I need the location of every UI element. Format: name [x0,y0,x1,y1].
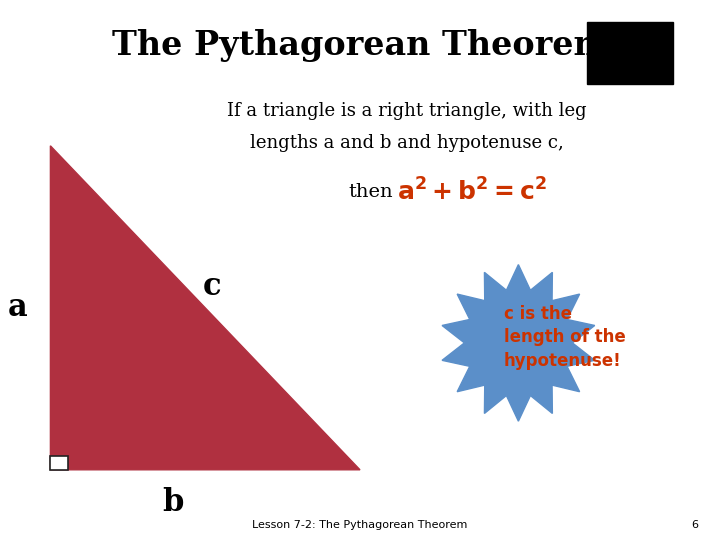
Text: a: a [8,292,28,323]
Text: c: c [203,271,222,302]
Polygon shape [442,265,595,421]
Text: If a triangle is a right triangle, with leg: If a triangle is a right triangle, with … [227,102,587,120]
Text: lengths a and b and hypotenuse c,: lengths a and b and hypotenuse c, [250,134,564,152]
Text: The Pythagorean Theorem: The Pythagorean Theorem [112,29,608,63]
Polygon shape [50,456,68,470]
Text: 6: 6 [691,520,698,530]
Text: $\mathbf{a^2 + b^2 = c^2}$: $\mathbf{a^2 + b^2 = c^2}$ [397,178,546,205]
Polygon shape [50,146,360,470]
Text: then: then [348,183,393,201]
Text: Lesson 7-2: The Pythagorean Theorem: Lesson 7-2: The Pythagorean Theorem [252,520,468,530]
Text: c is the
length of the
hypotenuse!: c is the length of the hypotenuse! [504,305,626,370]
Text: b: b [162,487,184,518]
